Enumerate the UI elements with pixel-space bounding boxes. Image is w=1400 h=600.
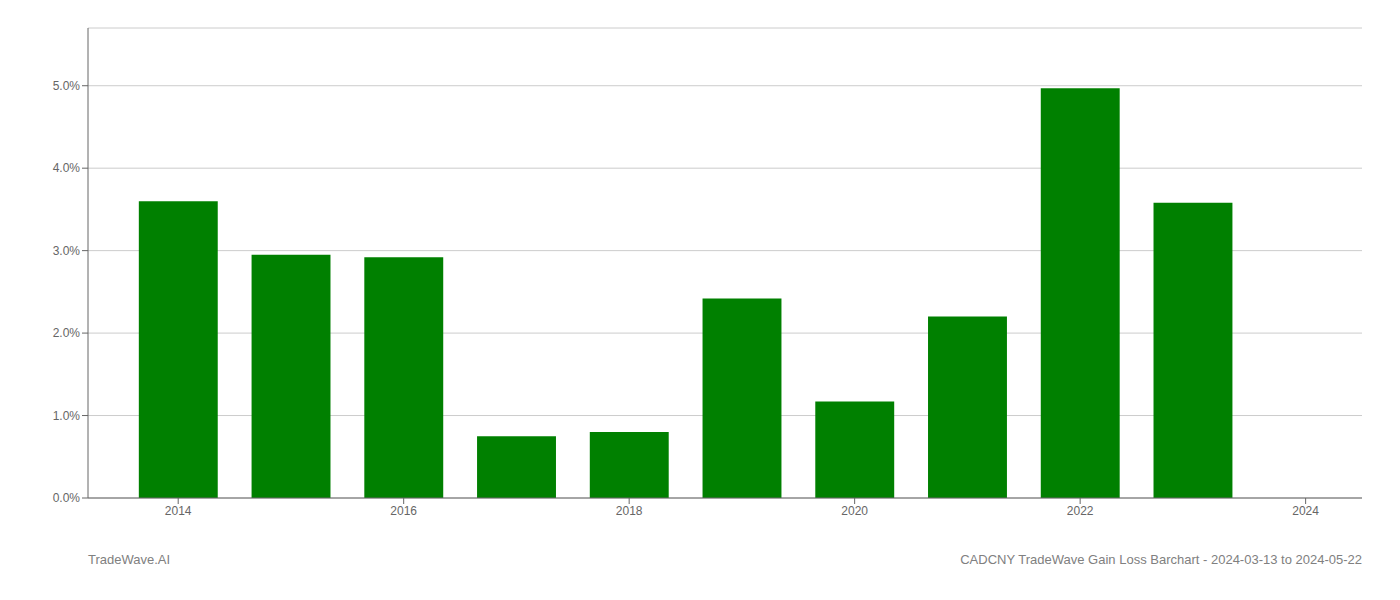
svg-text:2020: 2020 [841,504,868,518]
svg-text:4.0%: 4.0% [53,161,81,175]
svg-text:0.0%: 0.0% [53,491,81,505]
svg-text:2018: 2018 [616,504,643,518]
html-text:TradeWave.AI: TradeWave.AI [88,552,171,567]
html-text:CADCNY TradeWave Gain Loss Bar: CADCNY TradeWave Gain Loss Barchart - 20… [960,552,1362,567]
svg-text:2016: 2016 [390,504,417,518]
svg-text:2.0%: 2.0% [53,326,81,340]
svg-text:3.0%: 3.0% [53,244,81,258]
svg-text:2014: 2014 [165,504,192,518]
svg-text:1.0%: 1.0% [53,409,81,423]
svg-text:5.0%: 5.0% [53,79,81,93]
svg-text:2022: 2022 [1067,504,1094,518]
svg-text:2024: 2024 [1292,504,1319,518]
